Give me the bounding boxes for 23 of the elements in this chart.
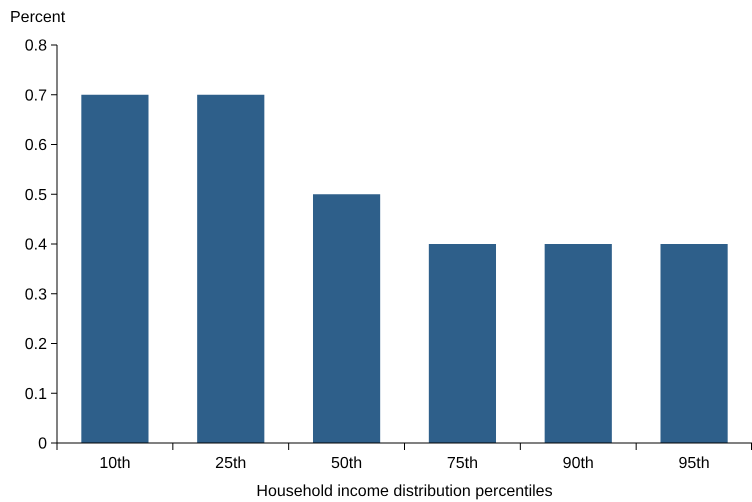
y-tick-label: 0.8 [24,38,48,55]
y-tick-label: 0.2 [24,336,48,354]
x-tick-label: 50th [331,455,362,472]
y-tick-label: 0.5 [24,186,48,204]
x-tick-label: 10th [99,455,130,472]
y-tick-label: 0.4 [24,236,48,254]
bar [428,244,496,443]
x-tick-label: 95th [678,455,710,472]
y-tick-label: 0.7 [24,87,48,104]
bar [81,94,149,443]
y-tick-label: 0.6 [24,137,48,154]
x-tick-label: 75th [446,455,478,472]
bar [544,244,612,443]
y-tick-label: 0.3 [24,286,48,304]
y-tick-label: 0.1 [24,386,48,403]
x-tick-label: 90th [562,455,594,472]
x-tick-label: 25th [215,455,246,472]
bar [660,244,728,443]
y-tick-label: 0 [38,436,48,453]
y-axis-title: Percent [10,9,66,26]
bar [312,194,380,443]
x-axis-title: Household income distribution percentiles [256,483,553,500]
bar [197,94,264,443]
